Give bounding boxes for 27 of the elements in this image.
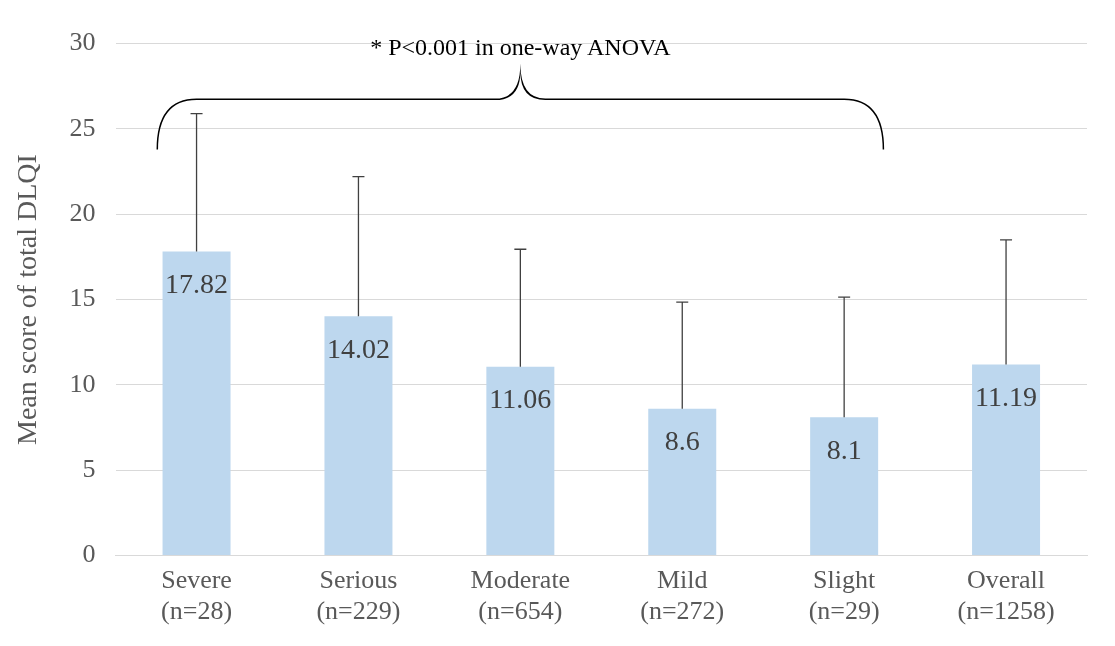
data-label: 14.02 <box>326 332 390 364</box>
y-tick-label: 20 <box>69 198 96 228</box>
bar <box>486 366 555 556</box>
x-tick-label: Serious (n=229) <box>316 565 401 626</box>
data-label: 11.06 <box>489 383 552 415</box>
y-tick-label: 10 <box>69 368 96 398</box>
data-label: 11.19 <box>975 380 1038 412</box>
data-label: 8.1 <box>826 433 862 465</box>
y-tick-label: 30 <box>69 27 96 57</box>
y-tick-label: 0 <box>82 539 96 569</box>
bar <box>972 364 1041 556</box>
y-tick-label: 5 <box>82 454 96 484</box>
data-label: 17.82 <box>165 267 229 299</box>
bar <box>648 408 717 556</box>
bar <box>324 316 393 556</box>
bar <box>162 251 231 556</box>
y-tick-label: 15 <box>69 283 96 313</box>
x-tick-label: Overall (n=1258) <box>957 565 1055 626</box>
x-tick-label: Severe (n=28) <box>161 565 233 626</box>
y-axis-title: Mean score of total DLQI <box>11 154 43 445</box>
y-tick-label: 25 <box>69 112 96 142</box>
bar <box>810 417 879 556</box>
data-label: 8.6 <box>664 425 700 457</box>
x-tick-label: Moderate (n=654) <box>470 565 571 626</box>
annotation: * P<0.001 in one-way ANOVA <box>369 33 672 61</box>
x-tick-label: Slight (n=29) <box>808 565 880 626</box>
x-tick-label: Mild (n=272) <box>640 565 725 626</box>
